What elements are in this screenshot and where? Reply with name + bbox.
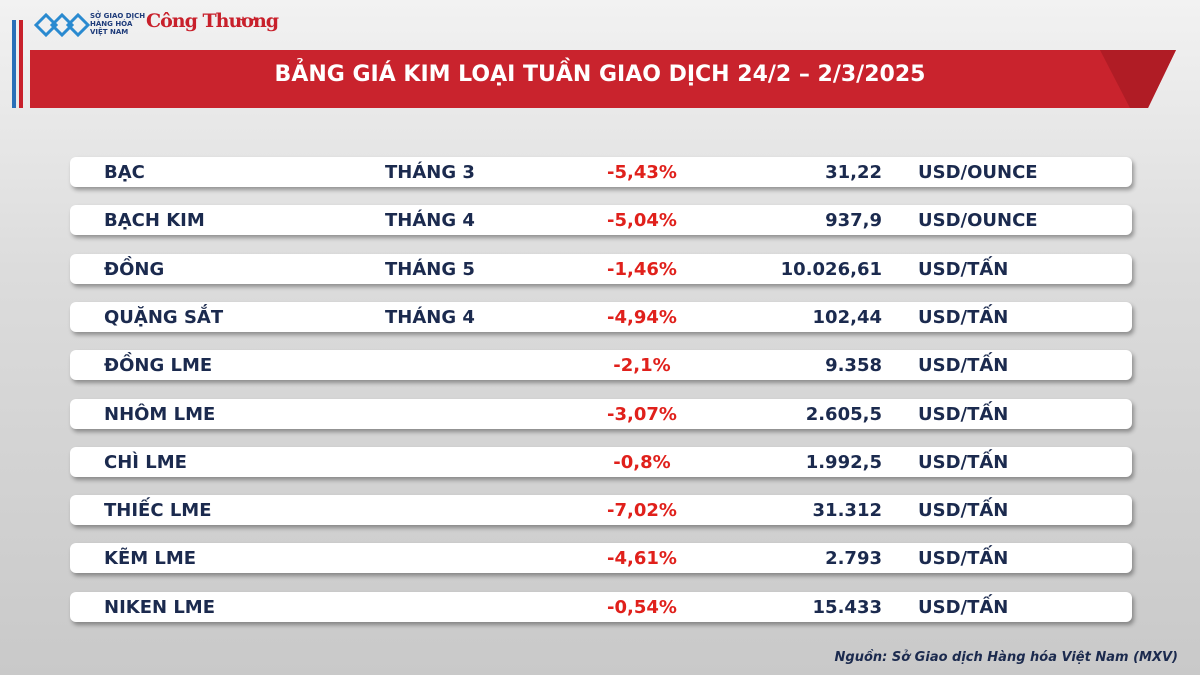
change-cell: -7,02%	[607, 500, 677, 522]
table-row: QUẶNG SẮT THÁNG 4 -4,94% 102,44 USD/TẤN	[70, 301, 1132, 332]
title-banner	[30, 50, 1176, 108]
unit-cell: USD/TẤN	[918, 258, 1009, 280]
side-bars	[12, 20, 23, 108]
name-cell: BẠCH KIM	[104, 210, 205, 232]
name-cell: NIKEN LME	[104, 596, 216, 618]
unit-cell: USD/TẤN	[918, 596, 1009, 618]
source: Nguồn: Sở Giao dịch Hàng hóa Việt Nam (M…	[834, 650, 1178, 665]
name-cell: KẼM LME	[104, 548, 197, 570]
month-cell: THÁNG 5	[385, 258, 475, 280]
month-cell: THÁNG 3	[385, 162, 475, 183]
title: BẢNG GIÁ KIM LOẠI TUẦN GIAO DỊCH 24/2 – …	[274, 62, 926, 87]
price-cell: 937,9	[825, 210, 882, 232]
change-cell: -4,94%	[607, 306, 677, 328]
unit-cell: USD/OUNCE	[918, 162, 1038, 183]
name-cell: ĐỒNG	[104, 258, 165, 280]
unit-cell: USD/TẤN	[918, 403, 1009, 425]
change-cell: -1,46%	[607, 258, 677, 280]
price-cell: 10.026,61	[780, 258, 882, 280]
price-cell: 102,44	[812, 306, 882, 328]
table-row: THIẾC LME -7,02% 31.312 USD/TẤN	[70, 495, 1132, 526]
unit-cell: USD/OUNCE	[918, 210, 1038, 232]
unit-cell: USD/TẤN	[918, 355, 1009, 377]
change-cell: -4,61%	[607, 548, 677, 570]
table-row: NIKEN LME -0,54% 15.433 USD/TẤN	[70, 591, 1132, 622]
price-cell: 9.358	[825, 355, 882, 377]
month-cell: THÁNG 4	[385, 210, 475, 232]
change-cell: -5,43%	[607, 162, 677, 183]
table-row: ĐỒNG THÁNG 5 -1,46% 10.026,61 USD/TẤN	[70, 253, 1132, 284]
unit-cell: USD/TẤN	[918, 306, 1009, 328]
price-cell: 2.793	[825, 548, 882, 570]
name-cell: QUẶNG SẮT	[104, 306, 224, 328]
name-cell: ĐỒNG LME	[104, 355, 213, 377]
name-cell: BẠC	[104, 162, 145, 183]
change-cell: -5,04%	[607, 210, 677, 232]
price-cell: 31,22	[825, 162, 882, 183]
price-cell: 1.992,5	[805, 451, 882, 473]
name-cell: CHÌ LME	[104, 451, 187, 473]
change-cell: -3,07%	[607, 403, 677, 425]
logo-icon	[34, 12, 91, 38]
unit-cell: USD/TẤN	[918, 451, 1009, 473]
table-row: CHÌ LME -0,8% 1.992,5 USD/TẤN	[70, 446, 1132, 477]
unit-cell: USD/TẤN	[918, 500, 1009, 522]
table-row: ĐỒNG LME -2,1% 9.358 USD/TẤN	[70, 350, 1132, 381]
unit-cell: USD/TẤN	[918, 548, 1009, 570]
price-cell: 2.605,5	[805, 403, 882, 425]
table-row: BẠC THÁNG 3 -5,43% 31,22 USD/OUNCE	[70, 157, 1132, 187]
table-row: KẼM LME -4,61% 2.793 USD/TẤN	[70, 543, 1132, 574]
name-cell: THIẾC LME	[104, 500, 212, 522]
name-cell: NHÔM LME	[104, 403, 216, 425]
logo-text: SỞ GIAO DỊCH HÀNG HÓA VIỆT NAM	[90, 12, 146, 36]
table-row: NHÔM LME -3,07% 2.605,5 USD/TẤN	[70, 398, 1132, 429]
price-cell: 31.312	[812, 500, 882, 522]
change-cell: -0,54%	[607, 596, 677, 618]
month-cell: THÁNG 4	[385, 306, 475, 328]
change-cell: -0,8%	[613, 451, 671, 473]
change-cell: -2,1%	[613, 355, 671, 377]
table-row: BẠCH KIM THÁNG 4 -5,04% 937,9 USD/OUNCE	[70, 205, 1132, 236]
logo-brand: Công Thương	[146, 10, 279, 32]
price-cell: 15.433	[812, 596, 882, 618]
